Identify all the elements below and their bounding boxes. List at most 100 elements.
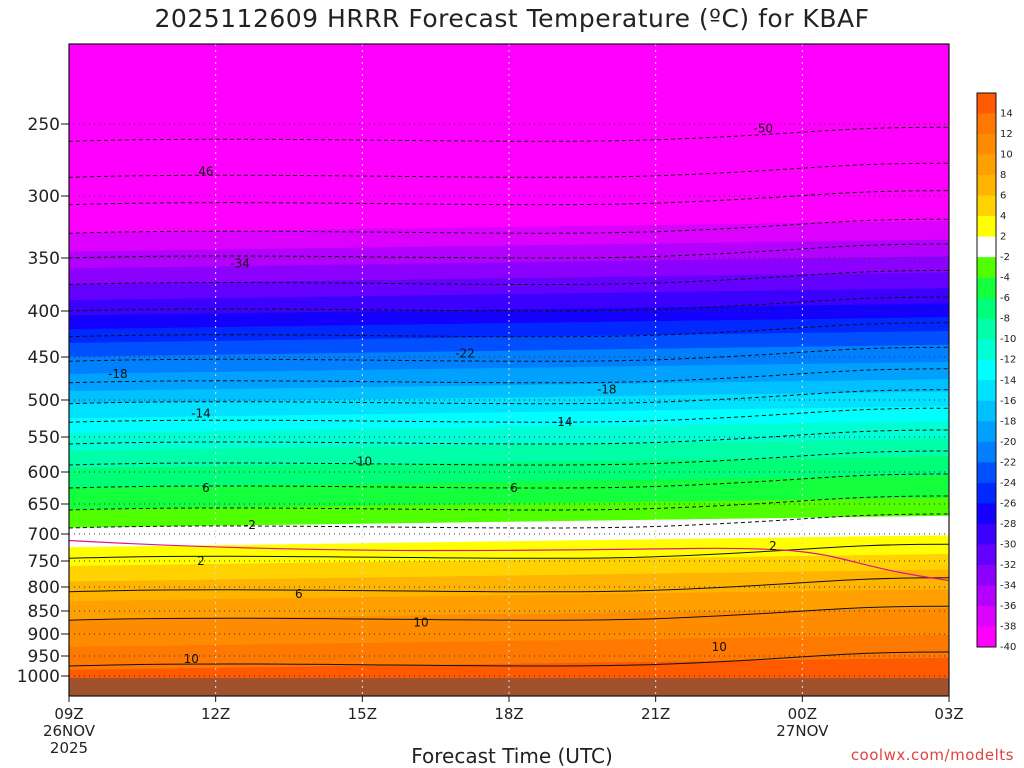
- contour-label: 6: [510, 481, 518, 495]
- colorbar-label: -6: [1000, 293, 1010, 304]
- x-tick-label: 03Z: [934, 705, 963, 723]
- colorbar-segment: [977, 113, 996, 135]
- contour-line: [69, 368, 949, 384]
- colorbar-segment: [977, 400, 996, 422]
- contour-line: [69, 543, 949, 559]
- temp-band: [69, 379, 949, 404]
- colorbar-label: -22: [1000, 457, 1016, 468]
- colorbar-label: 14: [1000, 109, 1013, 120]
- contour-label: 2: [769, 539, 777, 553]
- contour-line: [69, 513, 949, 529]
- colorbar-segment: [977, 154, 996, 176]
- colorbar-label: -14: [1000, 375, 1016, 386]
- colorbar-segment: [977, 462, 996, 484]
- contour-label: 2: [197, 554, 205, 568]
- y-tick-label: 800: [28, 578, 60, 598]
- x-tick-label: 21Z: [641, 705, 670, 723]
- temp-band: [69, 44, 949, 234]
- contour-line: [69, 126, 949, 142]
- contour-line: [69, 495, 949, 511]
- colorbar-segment: [977, 626, 996, 648]
- x-tick-label: 26NOV: [43, 722, 96, 740]
- x-tick-label: 09Z: [54, 705, 83, 723]
- x-tick-label: 15Z: [348, 705, 377, 723]
- x-tick-label: 18Z: [494, 705, 523, 723]
- colorbar-segment: [977, 236, 996, 258]
- colorbar-label: -30: [1000, 539, 1016, 550]
- colorbar-label: -38: [1000, 622, 1016, 633]
- colorbar-label: 8: [1000, 170, 1006, 181]
- contour-label: -18: [597, 383, 617, 397]
- contour-line: [69, 389, 949, 405]
- colorbar-label: -20: [1000, 437, 1016, 448]
- contour-label: 46: [198, 165, 213, 179]
- colorbar-segment: [977, 482, 996, 504]
- colorbar-segment: [977, 523, 996, 545]
- colorbar-label: -12: [1000, 355, 1016, 366]
- y-tick-label: 300: [28, 187, 60, 207]
- contour-label: 10: [184, 652, 199, 666]
- contour-label: 10: [413, 616, 428, 630]
- colorbar-label: 12: [1000, 129, 1013, 140]
- colorbar-segment: [977, 216, 996, 237]
- contour-label: -18: [108, 367, 128, 381]
- colorbar-segment: [977, 339, 996, 361]
- colorbar-segment: [977, 564, 996, 586]
- colorbar-label: -34: [1000, 580, 1016, 591]
- y-tick-label: 250: [28, 115, 60, 135]
- contour-label: -14: [553, 415, 573, 429]
- x-tick-label: 12Z: [201, 705, 230, 723]
- contour-line: [69, 296, 949, 312]
- colorbar-label: -28: [1000, 519, 1016, 530]
- y-tick-label: 400: [28, 302, 60, 322]
- colorbar-segment: [977, 257, 996, 278]
- colorbar-label: 4: [1000, 211, 1006, 222]
- colorbar-segment: [977, 277, 996, 299]
- colorbar-frame: [976, 92, 997, 648]
- contour-label: -10: [353, 455, 373, 469]
- contour-label: -14: [191, 406, 211, 420]
- temp-band: [69, 421, 949, 452]
- y-tick-label: 600: [28, 463, 60, 483]
- contour-line: [69, 243, 949, 259]
- colorbar-segment: [977, 605, 996, 627]
- colorbar-label: 2: [1000, 232, 1006, 243]
- contour-label: 6: [202, 481, 210, 495]
- y-tick-label: 1000: [17, 667, 60, 687]
- colorbar-label: -2: [1000, 252, 1010, 263]
- x-tick-label: 00Z: [788, 705, 817, 723]
- colorbar-label: -10: [1000, 334, 1016, 345]
- y-tick-label: 900: [28, 625, 60, 645]
- colorbar-label: -18: [1000, 416, 1016, 427]
- x-tick-label: 2025: [50, 739, 88, 757]
- colorbar-label: -32: [1000, 560, 1016, 571]
- contour-line: [69, 162, 949, 178]
- y-tick-label: 700: [28, 525, 60, 545]
- colorbar-label: 10: [1000, 150, 1013, 161]
- credit-link[interactable]: coolwx.com/modelts: [850, 746, 1014, 764]
- contour-line: [69, 270, 949, 285]
- contour-label: 6: [295, 587, 303, 601]
- y-tick-label: 450: [28, 348, 60, 368]
- contour-label: -50: [753, 121, 773, 135]
- colorbar-segment: [977, 441, 996, 463]
- colorbar-segment: [977, 544, 996, 566]
- freezing-line: [69, 539, 949, 582]
- colorbar-label: -24: [1000, 478, 1016, 489]
- colorbar-segment: [977, 359, 996, 381]
- y-tick-label: 500: [28, 391, 60, 411]
- colorbar-label: 6: [1000, 191, 1006, 202]
- y-tick-label: 850: [28, 602, 60, 622]
- contour-line: [69, 190, 949, 206]
- contour-line: [69, 577, 949, 593]
- contour-line: [69, 407, 949, 423]
- colorbar-label: -4: [1000, 273, 1010, 284]
- y-tick-label: 950: [28, 647, 60, 667]
- temp-band: [69, 303, 949, 330]
- colorbar-segment: [977, 318, 996, 340]
- y-tick-label: 550: [28, 428, 60, 448]
- contour-line: [69, 473, 949, 489]
- colorbar-segment: [977, 503, 996, 525]
